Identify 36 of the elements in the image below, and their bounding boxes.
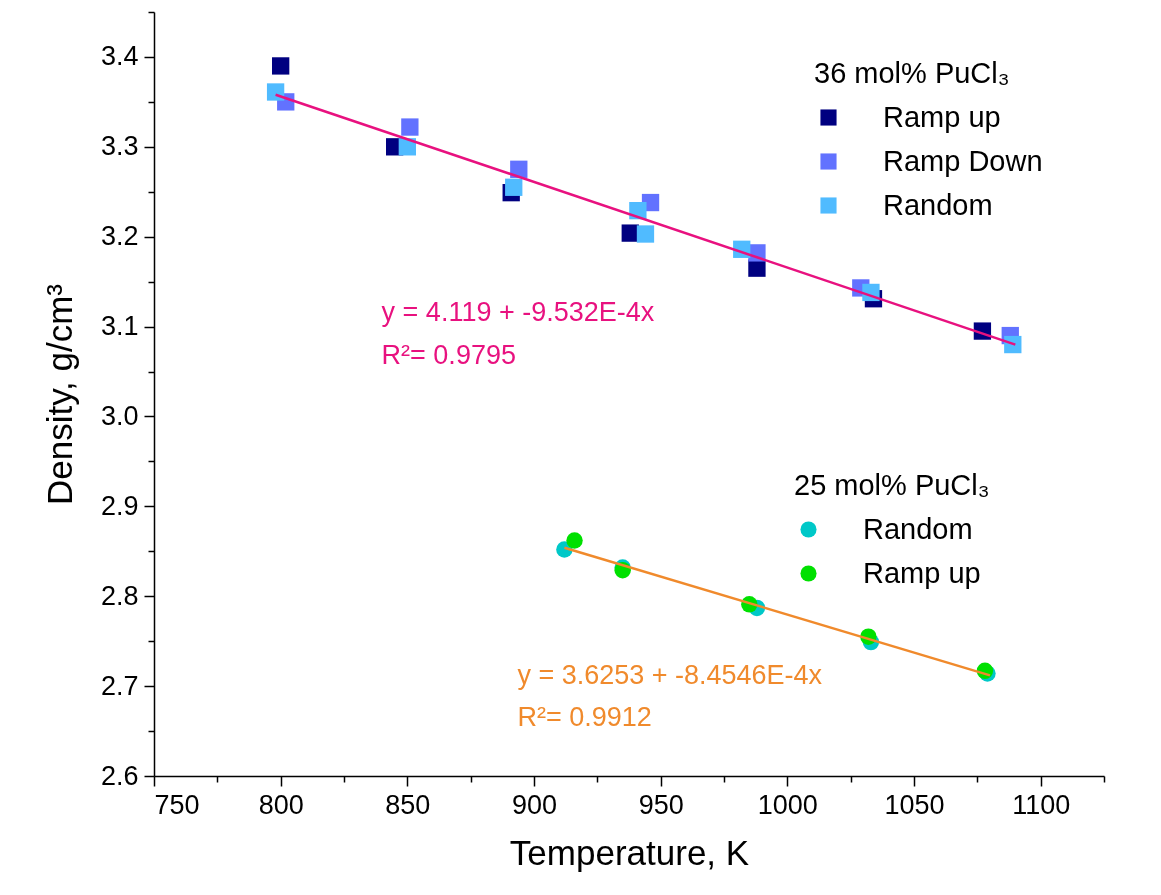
y-tick-label: 2.6 (100, 760, 139, 791)
y-tick-label: 2.9 (100, 490, 139, 521)
x-tick-label: 800 (258, 789, 304, 820)
text: 25 mol% PuCl₃ (794, 469, 990, 501)
y-tick-label: 3.4 (100, 41, 139, 72)
x-tick-label: 850 (385, 789, 431, 820)
legend-label: Random (883, 188, 993, 221)
y-axis-title: Density, g/cm³ (39, 283, 79, 506)
y-tick-label: 3.1 (100, 311, 139, 342)
annotation: R²= 0.9795 (381, 339, 516, 370)
point (566, 532, 583, 549)
x-tick-label: 900 (511, 789, 558, 820)
x-tick-label: 1000 (757, 789, 818, 820)
y-tick-label: 2.7 (100, 670, 139, 701)
annotation: y = 3.6253 + -8.4546E-4x (517, 659, 823, 690)
x-tick-label: 1100 (1012, 789, 1071, 820)
legend-label: Ramp up (883, 100, 1001, 133)
y-tick-label: 2.8 (100, 580, 139, 611)
x-axis-title: Temperature, K (509, 832, 750, 872)
x-tick-label: 750 (154, 789, 200, 820)
legend-label: Ramp up (863, 556, 981, 589)
text: 36 mol% PuCl₃ (814, 57, 1010, 89)
x-tick-label: 1050 (884, 789, 945, 820)
legend-label: Random (863, 512, 973, 545)
legend-label: Ramp Down (883, 144, 1043, 177)
point (505, 178, 523, 196)
point (401, 118, 419, 136)
point (266, 83, 285, 101)
point (272, 57, 290, 75)
annotation: y = 4.119 + -9.532E-4x (381, 296, 655, 327)
annotation: R²= 0.9912 (517, 701, 652, 732)
y-tick-label: 3.3 (100, 131, 139, 162)
point (636, 225, 655, 243)
x-tick-label: 950 (638, 789, 684, 820)
y-tick-label: 3.0 (100, 400, 139, 431)
y-tick-label: 3.2 (100, 221, 139, 252)
